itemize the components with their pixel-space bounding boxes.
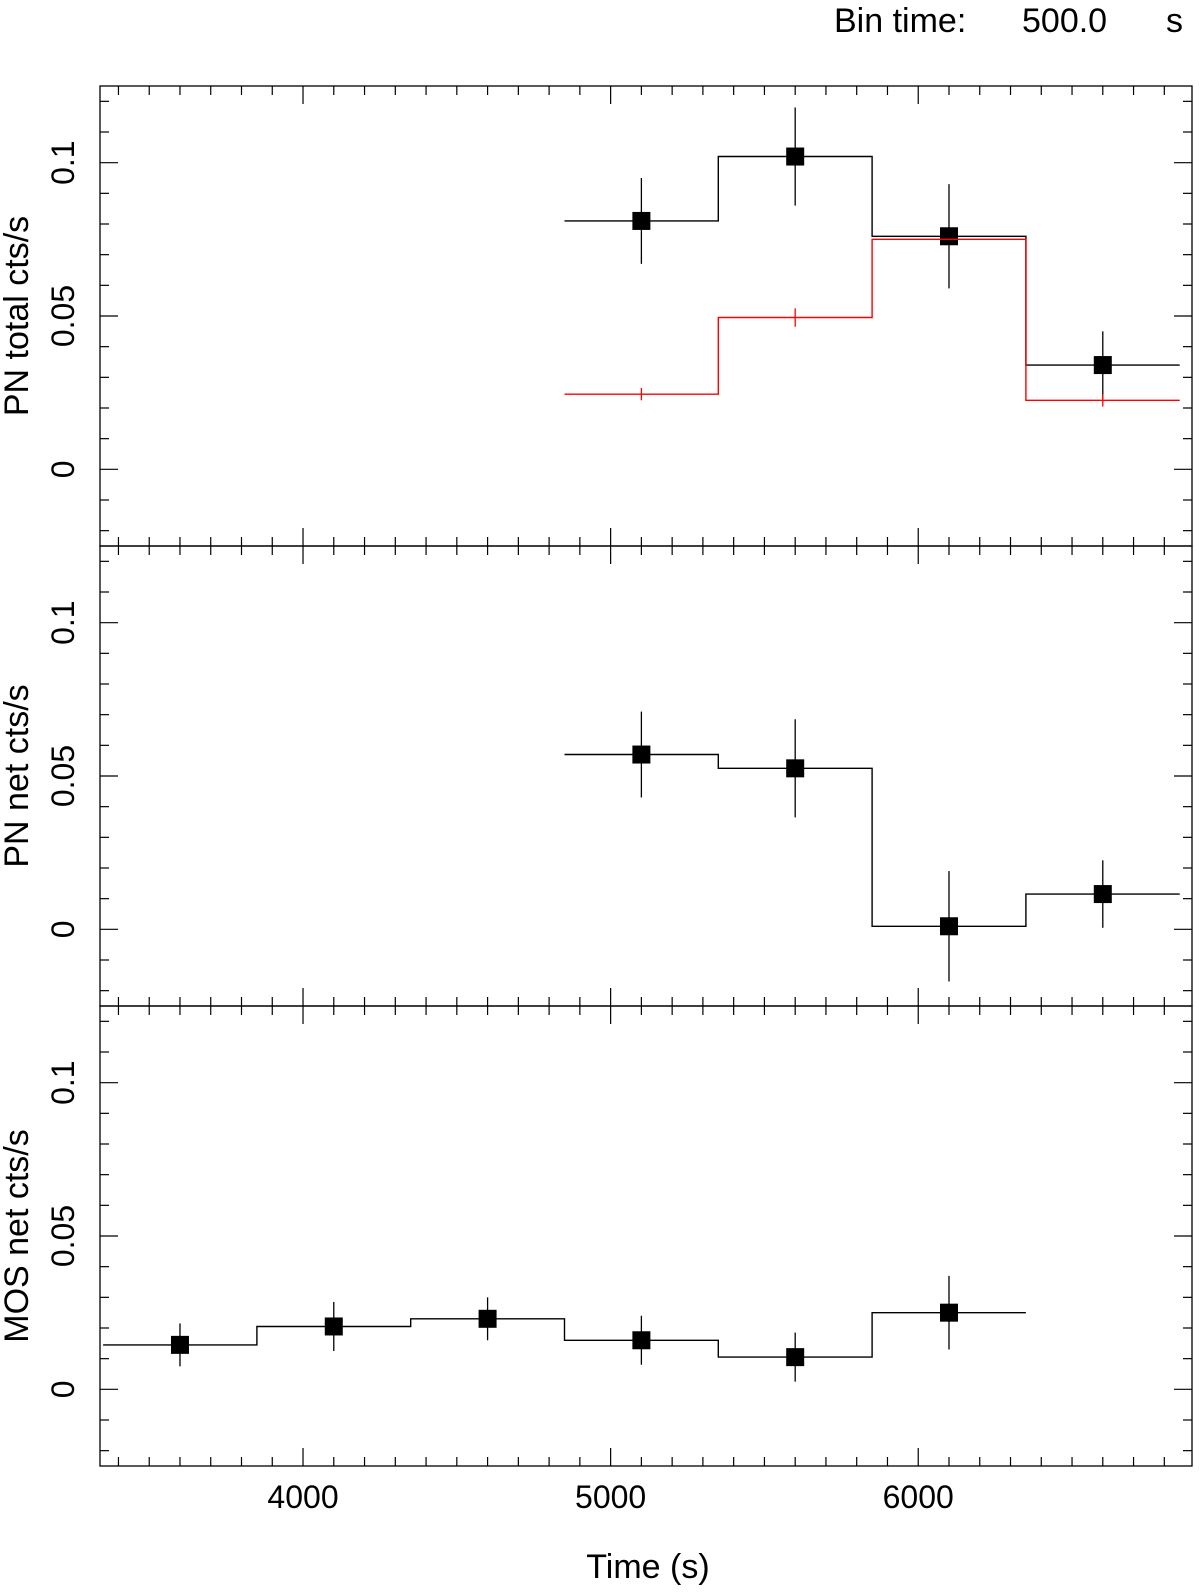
y-axis-label: PN total cts/s — [0, 216, 36, 416]
y-tick-label: 0 — [45, 460, 81, 478]
panel-2: 0 0.05 0.1 PN net cts/s — [0, 545, 1193, 1007]
panel-frame — [99, 85, 1193, 547]
data-point — [1093, 356, 1112, 375]
series-1 — [564, 711, 1180, 982]
x-tick-label: 6000 — [883, 1479, 954, 1515]
data-point — [170, 1335, 189, 1354]
y-axis-label: MOS net cts/s — [0, 1129, 36, 1343]
data-point — [632, 745, 651, 764]
y-tick-label: 0.05 — [45, 1205, 81, 1267]
series-1 — [103, 1275, 1026, 1382]
data-point — [939, 227, 958, 246]
y-tick-label: 0.1 — [45, 1060, 81, 1104]
series-1 — [564, 107, 1180, 399]
data-point — [786, 1348, 805, 1367]
panel-frame — [99, 545, 1193, 1007]
y-axis-label: PN net cts/s — [0, 684, 36, 867]
data-point — [786, 759, 805, 778]
step-line — [564, 238, 1180, 401]
y-tick-label: 0.05 — [45, 285, 81, 347]
panel-1: 0 0.05 0.1PN total cts/s — [0, 85, 1193, 547]
data-point — [1093, 885, 1112, 904]
data-point — [786, 147, 805, 166]
y-tick-label: 0 — [45, 1380, 81, 1398]
y-tick-label: 0.1 — [45, 600, 81, 644]
step-line — [564, 753, 1180, 927]
data-point — [939, 917, 958, 936]
x-tick-label: 5000 — [575, 1479, 646, 1515]
bin-time-unit: s — [1166, 2, 1183, 40]
y-tick-label: 0.05 — [45, 745, 81, 807]
data-point — [324, 1317, 343, 1336]
panel-frame — [99, 1005, 1193, 1467]
y-tick-label: 0 — [45, 920, 81, 938]
data-point — [632, 211, 651, 230]
bin-time-value: 500.0 — [1022, 2, 1107, 40]
plot-area: 00.050.1PN total cts/s00.050.1PN net cts… — [0, 85, 1193, 1515]
bin-time-label: Bin time: — [834, 2, 966, 40]
step-line — [103, 1312, 1026, 1358]
data-point — [632, 1331, 651, 1350]
x-axis-label: Time (s) — [586, 1548, 709, 1586]
data-point — [939, 1303, 958, 1322]
data-point — [478, 1309, 497, 1328]
series-2 — [564, 238, 1180, 407]
y-tick-label: 0.1 — [45, 140, 81, 184]
x-tick-label: 4000 — [267, 1479, 338, 1515]
